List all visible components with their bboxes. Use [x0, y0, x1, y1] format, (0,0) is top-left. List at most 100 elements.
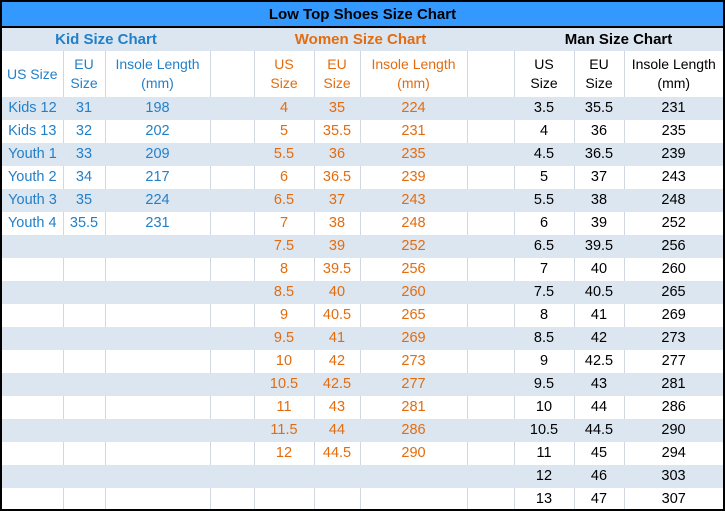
kid-eu-size-cell: [63, 281, 105, 304]
man-insole-length-cell: 231: [624, 97, 723, 120]
kid-eu-size-header: EU Size: [62, 51, 106, 97]
separator-cell: [466, 396, 515, 419]
women-eu-size-cell: 44.5: [313, 442, 361, 465]
separator-cell: [466, 120, 515, 143]
section-title-man: Man Size Chart: [514, 27, 723, 51]
kid-us-size-cell: [2, 488, 64, 509]
women-insole-length-cell: 231: [359, 120, 468, 143]
separator-cell: [467, 189, 514, 212]
women-eu-size-cell: [313, 488, 361, 509]
separator-cell: [467, 419, 514, 442]
kid-insole-length-cell: [105, 327, 210, 350]
table-row: 10 42 273 9 42.5 277: [2, 350, 723, 373]
kid-eu-size-cell: [62, 304, 106, 327]
man-us-size-cell: 9: [513, 350, 575, 373]
separator-cell: [210, 97, 254, 120]
separator-cell: [209, 166, 255, 189]
separator-cell: [466, 350, 515, 373]
table-row: 10.5 42.5 277 9.5 43 281: [2, 373, 723, 396]
man-us-size-cell: 8.5: [514, 327, 574, 350]
kid-eu-size-cell: [63, 465, 105, 488]
women-us-size-cell: 9.5: [254, 327, 314, 350]
kid-us-size-cell: [2, 465, 63, 488]
women-us-size-cell: 7: [253, 212, 315, 235]
kid-us-size-cell: [2, 396, 64, 419]
separator-cell: [210, 235, 254, 258]
section-separator: [210, 27, 254, 51]
women-eu-size-cell: 39.5: [313, 258, 361, 281]
women-us-size-cell: 11: [253, 396, 315, 419]
women-eu-size-cell: 37: [314, 189, 360, 212]
women-us-size-cell: 8: [253, 258, 315, 281]
separator-cell: [210, 327, 254, 350]
man-us-size-cell: 11: [513, 442, 575, 465]
man-us-size-cell: 7: [513, 258, 575, 281]
women-us-size-cell: 7.5: [254, 235, 314, 258]
women-us-size-cell: 10: [253, 350, 315, 373]
kid-us-size-cell: [2, 281, 63, 304]
separator-header: [466, 51, 515, 97]
man-eu-size-cell: 39.5: [574, 235, 624, 258]
women-insole-length-cell: 235: [360, 143, 467, 166]
man-insole-length-cell: 265: [624, 281, 723, 304]
man-eu-size-cell: 38: [574, 189, 624, 212]
man-eu-size-cell: 37: [573, 166, 625, 189]
women-insole-length-cell: 252: [360, 235, 467, 258]
women-us-size-cell: 6: [253, 166, 315, 189]
kid-eu-size-cell: 35: [63, 189, 105, 212]
kid-us-size-cell: Kids 12: [2, 97, 63, 120]
women-eu-size-cell: 42.5: [314, 373, 360, 396]
man-us-size-header: US Size: [513, 51, 575, 97]
separator-header: [209, 51, 255, 97]
women-eu-size-cell: 42: [313, 350, 361, 373]
kid-eu-size-cell: [63, 419, 105, 442]
women-us-size-header: US Size: [253, 51, 315, 97]
kid-insole-length-cell: [105, 419, 210, 442]
column-header-row: US Size EU Size Insole Length (mm) US Si…: [2, 51, 723, 97]
kid-insole-length-cell: 198: [105, 97, 210, 120]
women-eu-size-cell: 36: [314, 143, 360, 166]
man-eu-size-cell: 36.5: [574, 143, 624, 166]
separator-cell: [209, 120, 255, 143]
table-row: 8.5 40 260 7.5 40.5 265: [2, 281, 723, 304]
separator-cell: [466, 212, 515, 235]
man-eu-size-cell: 46: [574, 465, 624, 488]
women-insole-length-cell: 224: [360, 97, 467, 120]
size-table-body: Kids 12 31 198 4 35 224 3.5 35.5 231 Kids 13 32 202…: [2, 97, 723, 509]
kid-insole-length-cell: [105, 465, 210, 488]
women-us-size-cell: 12: [253, 442, 315, 465]
kid-insole-length-cell: [105, 235, 210, 258]
man-eu-size-cell: 44: [573, 396, 625, 419]
man-eu-size-cell: 41: [573, 304, 625, 327]
man-insole-length-cell: 286: [623, 396, 723, 419]
kid-us-size-cell: [2, 419, 63, 442]
man-insole-length-cell: 273: [624, 327, 723, 350]
kid-eu-size-cell: [63, 327, 105, 350]
women-insole-length-cell: 265: [359, 304, 468, 327]
man-us-size-cell: 6: [513, 212, 575, 235]
man-insole-length-cell: 256: [624, 235, 723, 258]
separator-cell: [210, 143, 254, 166]
kid-us-size-cell: [2, 327, 63, 350]
table-row: Youth 1 33 209 5.5 36 235 4.5 36.5 239: [2, 143, 723, 166]
man-eu-size-cell: 45: [573, 442, 625, 465]
women-insole-length-cell: 239: [359, 166, 468, 189]
kid-insole-length-cell: 231: [104, 212, 211, 235]
kid-insole-length-cell: [104, 396, 211, 419]
kid-us-size-cell: Youth 1: [2, 143, 63, 166]
man-insole-length-cell: 290: [624, 419, 723, 442]
kid-insole-length-cell: 202: [104, 120, 211, 143]
women-eu-size-cell: 35.5: [313, 120, 361, 143]
women-eu-size-cell: 44: [314, 419, 360, 442]
women-insole-length-cell: [360, 465, 467, 488]
table-row: 11 43 281 10 44 286: [2, 396, 723, 419]
kid-insole-length-cell: [105, 373, 210, 396]
separator-cell: [209, 350, 255, 373]
kid-eu-size-cell: [62, 396, 106, 419]
table-row: 13 47 307: [2, 488, 723, 509]
women-insole-length-cell: 290: [359, 442, 468, 465]
man-eu-size-cell: 39: [573, 212, 625, 235]
separator-cell: [209, 304, 255, 327]
